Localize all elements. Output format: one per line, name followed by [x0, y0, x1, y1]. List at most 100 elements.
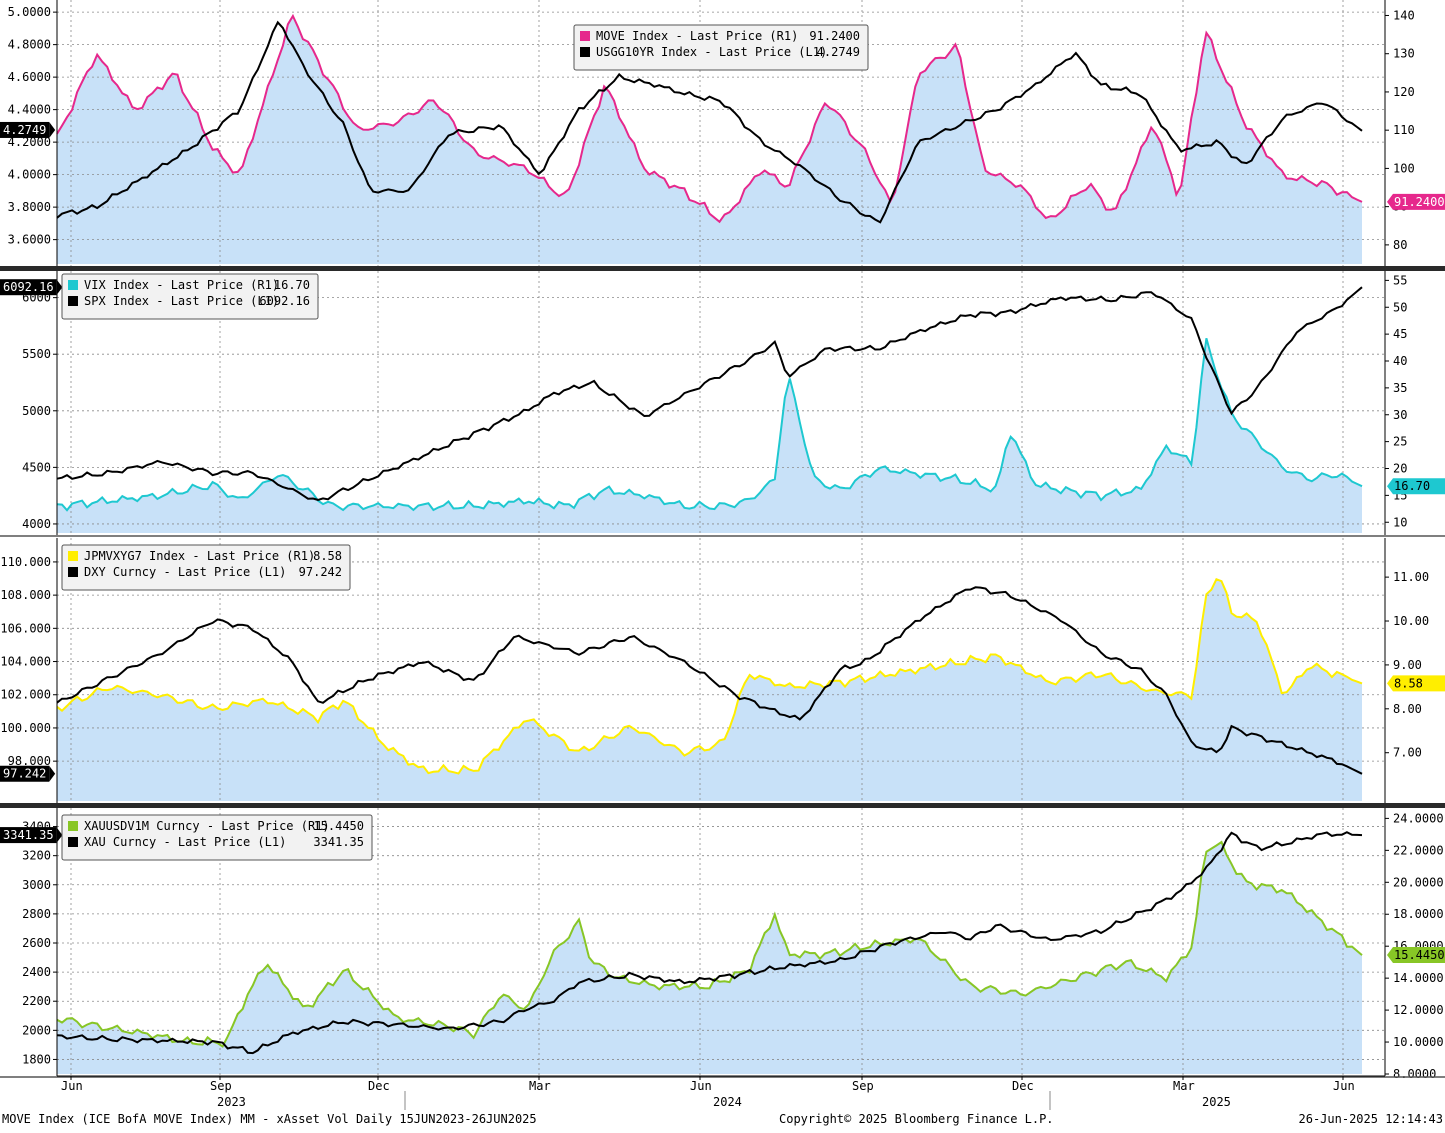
right-tick-label: 10 [1393, 515, 1407, 529]
right-tick-label: 110 [1393, 123, 1415, 137]
left-tick-label: 2800 [22, 907, 51, 921]
series-line-right [56, 840, 1363, 1048]
x-month-label: Jun [61, 1079, 83, 1093]
left-last-value-arrow [56, 279, 63, 296]
legend: MOVE Index - Last Price (R1) 91.2400 USGG1… [573, 24, 869, 71]
vol-area [57, 16, 1362, 264]
left-tick-label: 98.000 [8, 754, 51, 768]
series-line-left [56, 286, 1363, 501]
left-tick-label: 2000 [22, 1023, 51, 1037]
left-last-value-arrow [49, 765, 56, 782]
legend-swatch [68, 296, 78, 306]
right-tick-label: 30 [1393, 408, 1407, 422]
series-line-right [56, 337, 1363, 512]
legend-swatch [68, 837, 78, 847]
panel-separator [0, 266, 1445, 271]
chart-panel-2: 4000450050005500600010152025303540455055… [0, 271, 1445, 537]
x-month-label: Sep [852, 1079, 874, 1093]
right-tick-label: 22.0000 [1393, 843, 1444, 857]
left-last-value-tag [0, 765, 50, 782]
x-axis: Jun Sep Dec Mar Jun Sep Dec Mar Jun 2023 2024 2025 [57, 1075, 1385, 1110]
left-tick-label: 4.6000 [8, 70, 51, 84]
right-tick-label: 120 [1393, 85, 1415, 99]
panel-separator [0, 803, 1445, 808]
series-line-right [56, 578, 1363, 775]
x-month-label: Jun [1333, 1079, 1355, 1093]
legend-swatch [580, 47, 590, 57]
left-last-value: 4.2749 [3, 123, 46, 137]
x-month-label: Mar [1173, 1079, 1195, 1093]
right-last-value: 8.58 [1394, 676, 1423, 690]
legend-box [573, 24, 869, 71]
legend-value: 16.70 [274, 278, 310, 292]
right-tick-label: 55 [1393, 273, 1407, 287]
left-tick-label: 100.000 [0, 721, 51, 735]
legend-label: MOVE Index - Last Price (R1) [596, 29, 798, 43]
right-tick-label: 25 [1393, 435, 1407, 449]
left-tick-label: 108.000 [0, 588, 51, 602]
x-year-label: 2025 [1202, 1095, 1231, 1109]
left-last-value: 6092.16 [3, 280, 54, 294]
right-tick-label: 10.0000 [1393, 1035, 1444, 1049]
right-tick-label: 50 [1393, 300, 1407, 314]
series-line-left [56, 586, 1363, 775]
legend-value: 6092.16 [259, 294, 310, 308]
vol-area [57, 338, 1362, 533]
x-year-label: 2023 [217, 1095, 246, 1109]
left-tick-label: 3.8000 [8, 200, 51, 214]
right-tick-label: 18.0000 [1393, 907, 1444, 921]
legend-swatch [580, 31, 590, 41]
right-tick-label: 24.0000 [1393, 811, 1444, 825]
left-last-value: 3341.35 [3, 828, 54, 842]
footer-copyright: Copyright© 2025 Bloomberg Finance L.P. [779, 1112, 1054, 1126]
chart-panel-1: 3.6000 3.8000 4.0000 4.2000 4.4000 4.6000 4.80… [0, 0, 1445, 271]
left-last-value-tag [0, 827, 57, 844]
legend-value: 4.2749 [817, 45, 860, 59]
series-line-left [56, 831, 1363, 1055]
left-tick-label: 4.4000 [8, 103, 51, 117]
left-tick-label: 110.000 [0, 555, 51, 569]
legend: JPMVXYG7 Index - Last Price (R1)8.58 DXY … [61, 544, 351, 591]
left-tick-label: 5.0000 [8, 5, 51, 19]
right-tick-label: 9.00 [1393, 658, 1422, 672]
right-tick-label: 20.0000 [1393, 875, 1444, 889]
left-last-value: 97.242 [3, 767, 46, 781]
legend-value: 91.2400 [809, 29, 860, 43]
left-tick-label: 102.000 [0, 688, 51, 702]
legend-label: SPX Index - Last Price (L1) [84, 294, 279, 308]
vol-area [57, 842, 1362, 1074]
x-month-label: Jun [690, 1079, 712, 1093]
x-year-label: 2024 [713, 1095, 742, 1109]
x-month-label: Mar [529, 1079, 551, 1093]
left-tick-label: 3.6000 [8, 233, 51, 247]
left-tick-label: 106.000 [0, 621, 51, 635]
left-tick-label: 5000 [22, 404, 51, 418]
left-tick-label: 4000 [22, 517, 51, 531]
left-tick-label: 4.2000 [8, 135, 51, 149]
legend-box [61, 273, 319, 320]
right-tick-label: 45 [1393, 327, 1407, 341]
right-last-value-tag [1387, 675, 1445, 692]
legend-label: JPMVXYG7 Index - Last Price (R1) [84, 549, 315, 563]
right-tick-label: 140 [1393, 8, 1415, 22]
legend-label: XAUUSDV1M Curncy - Last Price (R1) [84, 819, 330, 833]
x-month-label: Sep [210, 1079, 232, 1093]
right-tick-label: 12.0000 [1393, 1003, 1444, 1017]
right-last-value-tag [1387, 478, 1445, 495]
right-tick-label: 100 [1393, 161, 1415, 175]
legend-value: 3341.35 [313, 835, 364, 849]
legend-label: USGG10YR Index - Last Price (L1) [596, 45, 827, 59]
legend: VIX Index - Last Price (R1)16.70 SPX Inde… [61, 273, 319, 320]
legend-value: 97.242 [299, 565, 342, 579]
legend-label: VIX Index - Last Price (R1) [84, 278, 279, 292]
legend: XAUUSDV1M Curncy - Last Price (R1)15.445… [61, 814, 373, 861]
right-tick-label: 7.00 [1393, 746, 1422, 760]
chart-panel-4: 1800200022002400260028003000320034008.00… [0, 808, 1445, 1081]
left-tick-label: 5500 [22, 347, 51, 361]
right-last-value-tag [1387, 193, 1445, 210]
legend-swatch [68, 821, 78, 831]
left-last-value-tag [0, 121, 50, 138]
left-tick-label: 3200 [22, 849, 51, 863]
left-tick-label: 3000 [22, 878, 51, 892]
